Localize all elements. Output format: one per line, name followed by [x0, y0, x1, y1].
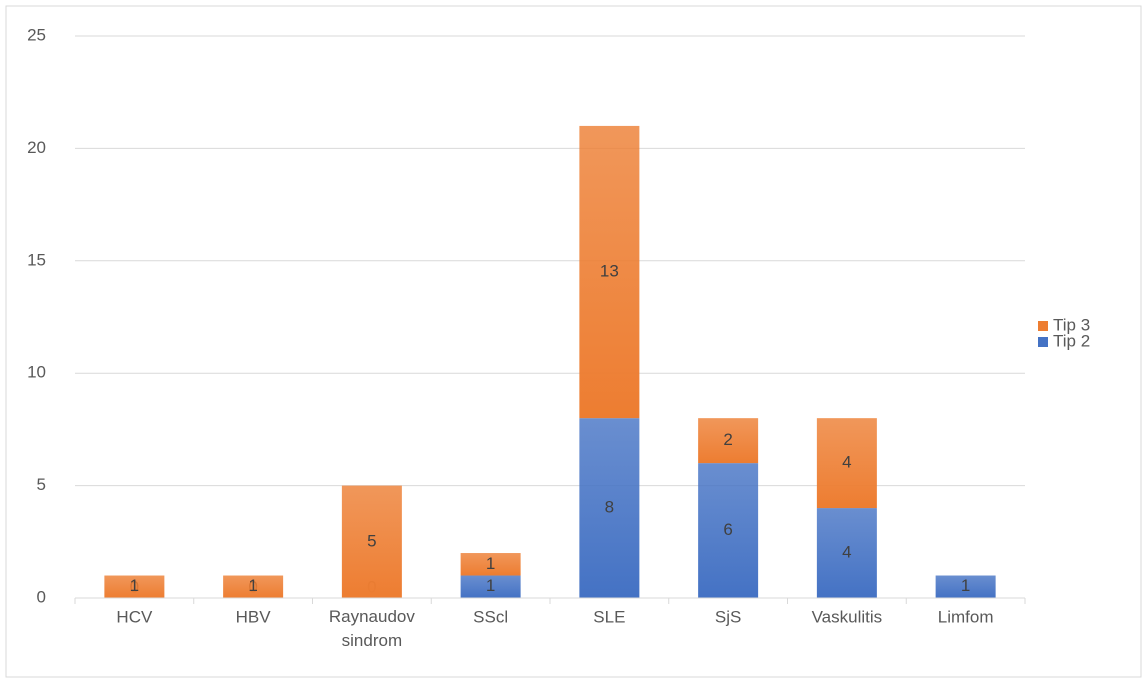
bar-segment	[816, 508, 877, 598]
y-tick-label: 5	[37, 475, 46, 494]
data-label: 13	[600, 262, 619, 281]
bar-segment	[698, 463, 759, 598]
x-tick-label: HCV	[116, 607, 153, 626]
legend-label: Tip 3	[1053, 315, 1090, 334]
data-label: 1	[486, 576, 495, 595]
data-label: 1	[248, 576, 257, 595]
bar-segment	[579, 125, 640, 419]
y-tick-label: 10	[27, 363, 46, 382]
bar-segment	[935, 575, 996, 598]
bar-segment	[341, 485, 402, 598]
data-label: 4	[842, 543, 851, 562]
bar-segment	[816, 418, 877, 509]
data-label: 4	[842, 453, 851, 472]
data-label: 8	[605, 498, 614, 517]
chart-frame	[5, 5, 1142, 678]
y-tick-label: 25	[27, 25, 46, 44]
x-tick-label: Limfom	[938, 607, 994, 626]
data-label: 1	[130, 576, 139, 595]
data-label: 1	[961, 576, 970, 595]
bar-segment	[223, 575, 284, 598]
x-tick-label: Vaskulitis	[812, 607, 883, 626]
bar-segment	[460, 553, 521, 576]
legend-label: Tip 2	[1053, 331, 1090, 350]
data-label: 2	[723, 430, 732, 449]
x-tick-label: HBV	[236, 607, 272, 626]
data-label: 1	[486, 554, 495, 573]
data-label: 5	[367, 531, 376, 550]
bar-segment	[579, 418, 640, 598]
x-tick-label: Raynaudov sindrom	[329, 607, 416, 650]
x-tick-label: SjS	[715, 607, 741, 626]
data-label: 6	[723, 520, 732, 539]
y-tick-label: 20	[27, 138, 46, 157]
bar-segment	[698, 418, 759, 464]
legend-swatch	[1038, 337, 1048, 347]
y-tick-label: 15	[27, 250, 46, 269]
x-tick-label: SLE	[593, 607, 625, 626]
y-tick-label: 0	[37, 587, 46, 606]
legend-swatch	[1038, 321, 1048, 331]
bar-segment	[104, 575, 165, 598]
bar-segment	[460, 575, 521, 598]
x-tick-label: SScl	[473, 607, 508, 626]
